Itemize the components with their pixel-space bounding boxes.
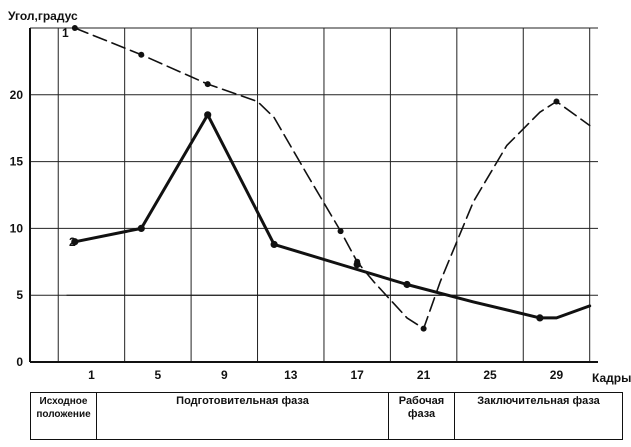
x-tick-label: 1 <box>88 368 95 382</box>
series-2-point <box>204 111 212 119</box>
y-tick-label: 0 <box>16 355 23 369</box>
y-tick-label: 20 <box>10 88 24 102</box>
phase-preparatory: Подготовительная фаза <box>96 392 389 440</box>
phase-working: Рабочая фаза <box>388 392 455 440</box>
series-1-label: 1 <box>62 26 69 40</box>
axes <box>29 28 598 363</box>
series <box>71 25 592 332</box>
series-2-point <box>137 224 145 232</box>
phase-table: Исходное положение Подготовительная фаза… <box>30 392 623 440</box>
x-tick-label: 17 <box>351 368 365 382</box>
x-axis-title: Кадры <box>592 371 631 385</box>
series-2-point <box>536 314 544 322</box>
x-tick-label: 5 <box>155 368 162 382</box>
y-tick-label: 10 <box>10 221 24 235</box>
x-tick-label: 9 <box>221 368 228 382</box>
series-2-label: 2 <box>69 235 76 249</box>
y-tick-label: 15 <box>10 155 24 169</box>
phase-initial-position: Исходное положение <box>30 392 97 440</box>
series-1-line <box>74 27 591 330</box>
x-tick-label: 29 <box>550 368 564 382</box>
phase-final: Заключительная фаза <box>454 392 623 440</box>
series-2-point <box>353 260 361 269</box>
y-tick-label: 5 <box>16 288 23 302</box>
series-2-line <box>73 113 592 320</box>
series-2-point <box>270 240 278 249</box>
series-2-point <box>403 280 411 289</box>
x-tick-label: 25 <box>483 368 497 382</box>
series-1-point <box>71 25 78 31</box>
x-tick-label: 13 <box>284 368 298 382</box>
series-1-point <box>553 98 560 105</box>
series-1-point <box>420 325 427 332</box>
x-tick-label: 21 <box>417 368 431 382</box>
series-1-point <box>204 81 211 88</box>
series-2-point <box>71 238 79 246</box>
y-axis-title: Угол,градус <box>8 9 78 23</box>
series-1-point <box>138 51 145 58</box>
series-1-point <box>337 228 344 235</box>
